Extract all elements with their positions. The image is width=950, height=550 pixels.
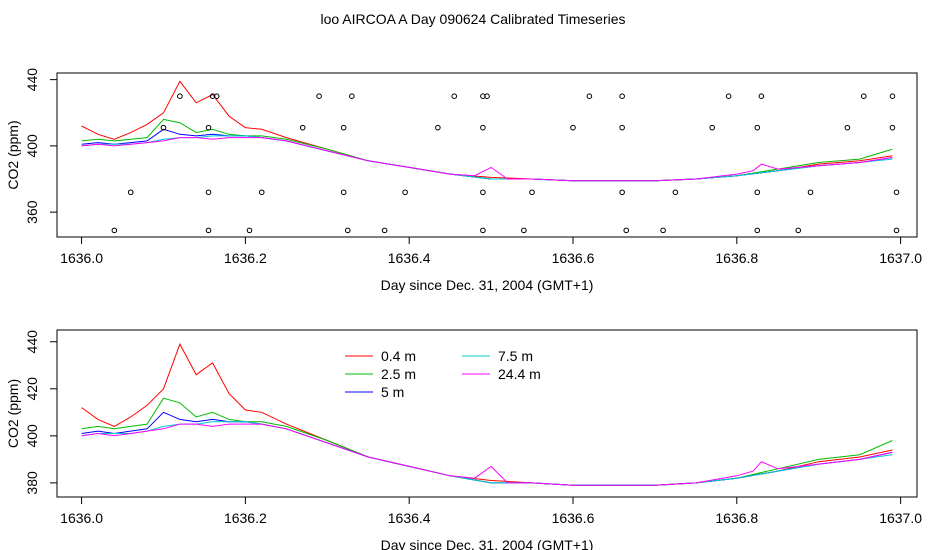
- top-y-tick-label: 400: [24, 134, 40, 158]
- top-marker-point: [258, 189, 265, 196]
- bottom-y-axis-label: CO2 (ppm): [5, 379, 21, 448]
- legend-label: 0.4 m: [381, 348, 416, 364]
- bottom-x-tick-label: 1636.0: [60, 510, 103, 526]
- top-panel: 1636.0 1636.2 1636.4 1636.6 1636.8 1637.0 360 4…: [5, 68, 922, 293]
- legend-label: 24.4 m: [498, 366, 541, 382]
- top-x-tick-label: 1636.6: [552, 250, 595, 266]
- bottom-panel: 1636.0 1636.2 1636.4 1636.6 1636.8 1637.0 380 4…: [5, 329, 922, 550]
- chart-title: loo AIRCOA A Day 090624 Calibrated Times…: [320, 11, 625, 27]
- top-x-tick-label: 1637.0: [879, 250, 922, 266]
- top-marker-point: [480, 93, 486, 99]
- top-x-axis-label: Day since Dec. 31, 2004 (GMT+1): [381, 277, 594, 293]
- top-marker-point: [209, 93, 216, 99]
- top-marker-point: [586, 93, 593, 99]
- top-marker-point: [451, 93, 458, 99]
- top-series-line-4: [81, 137, 893, 182]
- top-marker-point: [860, 93, 867, 99]
- bottom-x-tick-label: 1636.8: [715, 510, 758, 526]
- top-marker-point: [570, 124, 576, 131]
- top-plot-frame: [56, 72, 918, 238]
- bottom-x-axis-label: Day since Dec. 31, 2004 (GMT+1): [381, 537, 594, 550]
- bottom-x-tick-label: 1636.2: [224, 510, 267, 526]
- top-marker-point: [754, 189, 761, 196]
- top-marker-point: [111, 227, 118, 234]
- top-marker-point: [795, 227, 802, 234]
- top-marker-point: [435, 124, 441, 131]
- top-marker-point: [889, 124, 896, 131]
- top-marker-point: [889, 93, 896, 99]
- bottom-series-line-3: [81, 421, 893, 486]
- bottom-x-tick-label: 1636.6: [552, 510, 595, 526]
- top-marker-point: [213, 93, 220, 99]
- top-series-line-3: [81, 135, 893, 182]
- top-marker-point: [529, 189, 535, 196]
- top-marker-point: [344, 227, 351, 234]
- top-x-tick-label: 1636.2: [224, 250, 267, 266]
- top-marker-point: [299, 124, 306, 131]
- top-x-tick-label: 1636.8: [715, 250, 758, 266]
- legend-label: 7.5 m: [498, 348, 533, 364]
- top-marker-point: [205, 227, 212, 234]
- top-marker-point: [672, 189, 679, 196]
- top-marker-point: [127, 189, 134, 196]
- top-x-tick-label: 1636.0: [60, 250, 103, 266]
- top-marker-point: [725, 93, 732, 99]
- top-marker-point: [844, 124, 851, 131]
- bottom-y-tick-label: 380: [24, 471, 40, 495]
- top-marker-point: [893, 227, 900, 234]
- top-marker-point: [205, 124, 212, 131]
- top-marker-point: [660, 227, 666, 234]
- top-marker-point: [480, 227, 486, 234]
- top-marker-point: [177, 93, 183, 99]
- legend-label: 5 m: [381, 384, 404, 400]
- top-marker-point: [205, 189, 212, 196]
- bottom-plot-frame: [56, 329, 918, 498]
- bottom-series-line-4: [81, 423, 893, 486]
- top-marker-point: [758, 93, 765, 99]
- top-y-tick-label: 440: [24, 68, 40, 92]
- top-marker-point: [619, 93, 625, 99]
- bottom-x-tick-label: 1637.0: [879, 510, 922, 526]
- top-marker-point: [807, 189, 814, 196]
- top-marker-point: [349, 93, 355, 99]
- top-marker-point: [160, 124, 167, 131]
- top-marker-point: [754, 124, 761, 131]
- top-marker-point: [484, 93, 490, 99]
- top-marker-point: [480, 189, 486, 196]
- top-marker-point: [754, 227, 761, 234]
- bottom-y-tick-label: 400: [24, 424, 40, 448]
- top-marker-point: [316, 93, 322, 99]
- top-marker-point: [340, 124, 347, 131]
- bottom-y-tick-label: 440: [24, 330, 40, 354]
- top-y-axis-label: CO2 (ppm): [5, 120, 21, 189]
- top-x-tick-label: 1636.4: [388, 250, 431, 266]
- top-marker-point: [521, 227, 527, 234]
- top-marker-point: [619, 189, 625, 196]
- bottom-x-tick-label: 1636.4: [388, 510, 431, 526]
- top-marker-point: [893, 189, 900, 196]
- top-y-tick-label: 360: [24, 200, 40, 224]
- bottom-y-tick-label: 420: [24, 377, 40, 401]
- top-marker-point: [623, 227, 630, 234]
- top-marker-point: [340, 189, 347, 196]
- top-marker-point: [709, 124, 716, 131]
- top-marker-point: [246, 227, 253, 234]
- top-marker-point: [480, 124, 486, 131]
- legend-label: 2.5 m: [381, 366, 416, 382]
- top-marker-point: [402, 189, 408, 196]
- top-marker-point: [381, 227, 388, 234]
- top-marker-point: [619, 124, 625, 131]
